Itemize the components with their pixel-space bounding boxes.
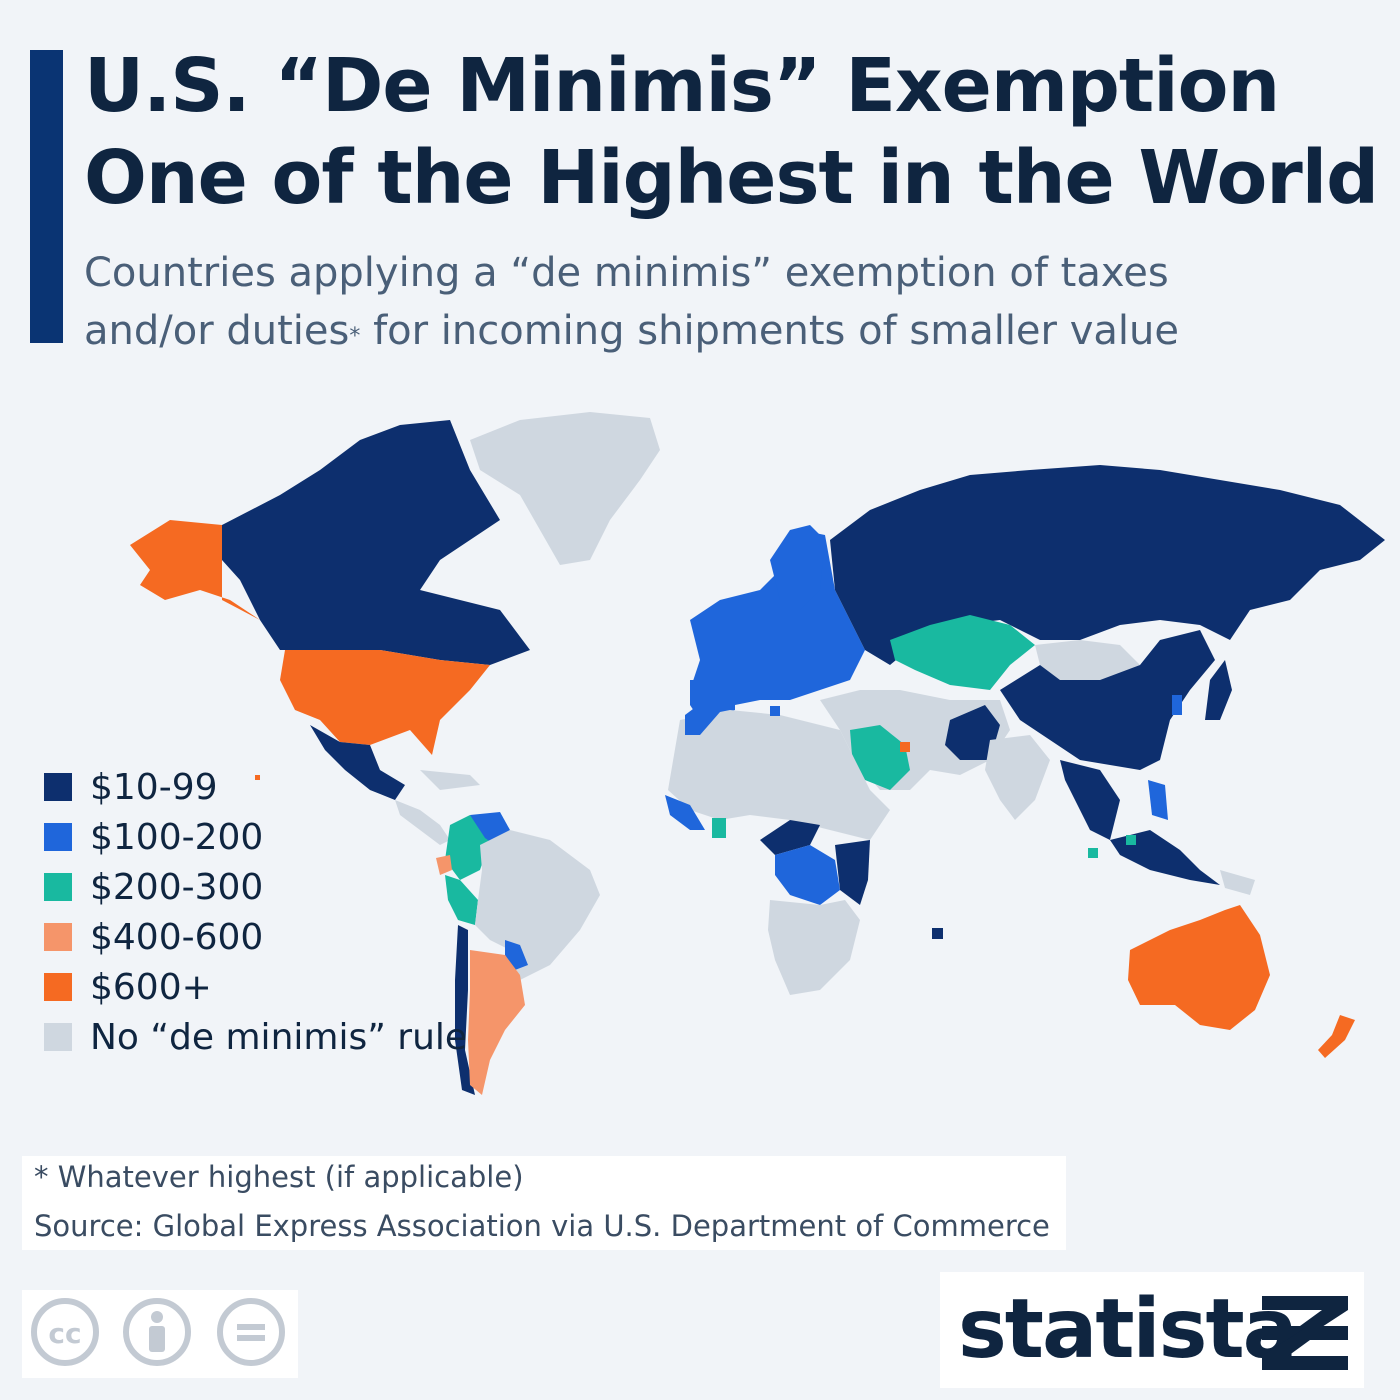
map-region-southern-africa — [768, 900, 860, 995]
legend-item: $400-600 — [44, 912, 467, 962]
world-map-svg — [130, 412, 1385, 1095]
legend-swatch — [44, 773, 72, 801]
map-region-west-africa — [665, 795, 705, 830]
title-accent-bar — [30, 50, 63, 343]
map-region-pakistan — [945, 705, 1000, 760]
map-region-peru — [445, 875, 478, 925]
map-region-north-africa — [668, 710, 890, 840]
legend-swatch — [44, 823, 72, 851]
map-region-malaysia — [1110, 830, 1220, 885]
map-region-caribbean — [420, 770, 480, 790]
svg-text:cc: cc — [48, 1317, 81, 1350]
map-region-singapore — [1088, 848, 1098, 858]
map-region-philippines — [1148, 780, 1168, 820]
legend-item: No “de minimis” rule — [44, 1012, 467, 1062]
statista-wordmark[interactable]: statista — [958, 1282, 1298, 1377]
legend-swatch — [44, 873, 72, 901]
legend-swatch — [44, 923, 72, 951]
map-region-china — [1000, 630, 1215, 770]
subtitle-line-2: and/or duties* for incoming shipments of… — [84, 302, 1384, 360]
map-region-greenland — [470, 412, 660, 565]
legend-item: $200-300 — [44, 862, 467, 912]
chart-title: U.S. “De Minimis” Exemption One of the H… — [84, 40, 1384, 224]
title-line-2: One of the Highest in the World — [84, 135, 1379, 221]
legend-item: $10-99 — [44, 762, 467, 812]
map-region-russia — [830, 465, 1385, 665]
map-region-qatar — [900, 742, 910, 752]
nd-icon[interactable] — [216, 1297, 286, 1367]
map-region-korea — [1172, 695, 1182, 715]
map-region-ecuador — [436, 855, 452, 875]
statista-logo-icon[interactable] — [1262, 1296, 1348, 1370]
map-region-argentina — [468, 950, 525, 1095]
title-line-1: U.S. “De Minimis” Exemption — [84, 43, 1280, 129]
legend-label: $100-200 — [90, 816, 264, 858]
map-region-morocco — [685, 700, 720, 735]
map-region-ghana — [712, 818, 726, 838]
legend-item: $600+ — [44, 962, 467, 1012]
legend-swatch — [44, 1023, 72, 1051]
map-region-hawaii — [255, 775, 260, 780]
map-region-chile — [455, 925, 475, 1095]
map-region-malta — [770, 706, 780, 716]
legend-label: $600+ — [90, 966, 212, 1008]
map-region-india — [985, 735, 1050, 820]
map-region-mexico — [310, 725, 405, 800]
legend-label: $10-99 — [90, 766, 218, 808]
legend-item: $100-200 — [44, 812, 467, 862]
map-region-kazakhstan — [890, 615, 1035, 690]
world-map — [0, 390, 1400, 1130]
map-region-mongolia — [1035, 640, 1140, 680]
map-region-east-africa — [835, 840, 870, 905]
map-region-canada — [222, 420, 530, 665]
map-legend: $10-99 $100-200 $200-300 $400-600 $600+ … — [44, 762, 467, 1062]
legend-label: No “de minimis” rule — [90, 1016, 468, 1058]
subtitle-line-2-start: and/or duties — [84, 308, 350, 354]
footnote-panel — [22, 1156, 1066, 1250]
map-region-new-zealand — [1318, 1015, 1355, 1058]
by-icon[interactable] — [122, 1297, 192, 1367]
map-region-southeast-asia — [1060, 760, 1120, 840]
legend-swatch — [44, 973, 72, 1001]
legend-label: $200-300 — [90, 866, 264, 908]
map-region-central-america — [395, 800, 450, 845]
map-region-dr-congo — [775, 845, 840, 905]
map-region-paraguay — [505, 940, 528, 970]
map-region-alaska — [130, 520, 260, 620]
chart-subtitle: Countries applying a “de minimis” exempt… — [84, 244, 1384, 360]
source-note[interactable]: Source: Global Express Association via U… — [34, 1209, 1050, 1243]
map-region-japan — [1205, 660, 1232, 720]
map-region-central-africa — [760, 820, 820, 855]
footnote: * Whatever highest (if applicable) — [34, 1160, 524, 1194]
map-region-scandinavia — [770, 525, 825, 610]
map-region-colombia — [445, 815, 490, 880]
map-region-australia — [1128, 905, 1270, 1030]
subtitle-line-1: Countries applying a “de minimis” exempt… — [84, 250, 1169, 296]
subtitle-line-2-end: for incoming shipments of smaller value — [360, 308, 1179, 354]
map-region-usa — [280, 650, 490, 755]
map-region-madagascar-area — [932, 928, 943, 939]
map-region-brunei — [1126, 835, 1136, 845]
map-region-saudi-arabia — [850, 725, 910, 790]
cc-icon[interactable]: cc — [30, 1297, 100, 1367]
legend-label: $400-600 — [90, 916, 264, 958]
map-region-papua — [1220, 870, 1255, 895]
subtitle-asterisk: * — [349, 324, 361, 349]
